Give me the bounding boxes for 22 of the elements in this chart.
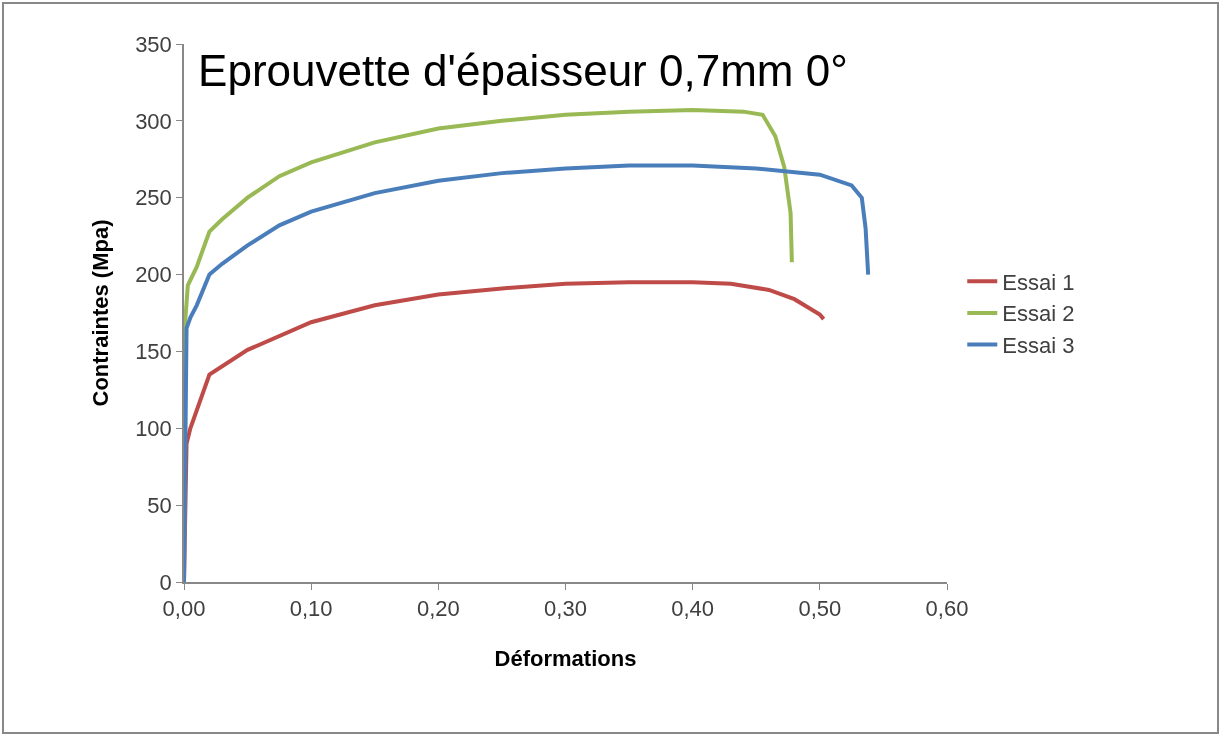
x-tick-label: 0,40 (671, 596, 715, 622)
y-tick-label: 250 (135, 185, 172, 211)
chart-title: Eprouvette d'épaisseur 0,7mm 0° (198, 45, 848, 95)
y-tick-label: 150 (135, 339, 172, 365)
y-tick-label: 0 (159, 569, 172, 595)
line-series (184, 163, 871, 582)
y-tick-label: 100 (135, 415, 172, 441)
x-axis-title: Déformations (494, 645, 637, 671)
y-axis-title: Contraintes (Mpa) (88, 219, 114, 407)
x-tick-label: 0,60 (925, 596, 969, 622)
x-tick-label: 0,10 (289, 596, 333, 622)
legend-label: Essai 1 (1002, 269, 1075, 295)
legend-label: Essai 3 (1002, 333, 1075, 359)
x-tick-label: 0,00 (162, 596, 206, 622)
y-tick-label: 300 (135, 108, 172, 134)
y-tick-label: 200 (135, 262, 172, 288)
legend-label: Essai 2 (1002, 301, 1075, 327)
x-tick-label: 0,20 (416, 596, 460, 622)
x-tick-label: 0,30 (544, 596, 587, 622)
y-tick-label: 50 (147, 492, 172, 518)
x-tick-label: 0,50 (798, 596, 842, 622)
y-tick-label: 350 (135, 31, 172, 57)
